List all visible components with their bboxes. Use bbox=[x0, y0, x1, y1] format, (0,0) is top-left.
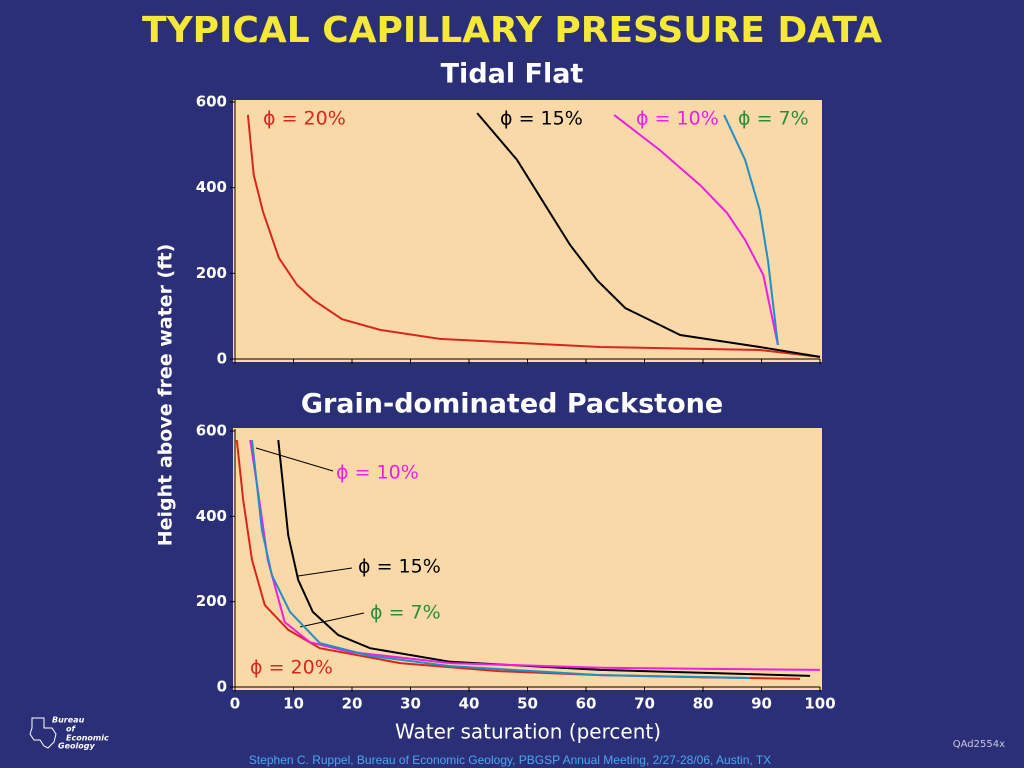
x-tick-label: 60 bbox=[576, 695, 597, 713]
series-label: ϕ = 7% bbox=[738, 108, 809, 130]
series-label: ϕ = 20% bbox=[250, 657, 333, 679]
x-tick-label: 30 bbox=[400, 695, 421, 713]
x-tick-label: 0 bbox=[230, 695, 240, 713]
slide-title: TYPICAL CAPILLARY PRESSURE DATA bbox=[142, 10, 882, 51]
y-axis-label: Height above free water (ft) bbox=[155, 244, 177, 547]
y-tick-label: 200 bbox=[196, 264, 227, 282]
logo-text: of bbox=[66, 725, 76, 734]
series-line bbox=[251, 439, 750, 679]
series-label: ϕ = 20% bbox=[263, 108, 346, 130]
x-axis-label: Water saturation (percent) bbox=[395, 720, 661, 744]
y-tick-label: 200 bbox=[196, 592, 227, 610]
x-tick-label: 90 bbox=[751, 695, 772, 713]
slide-code: QAd2554x bbox=[953, 739, 1005, 750]
y-tick-label: 600 bbox=[196, 93, 227, 111]
series-line bbox=[476, 112, 821, 358]
x-tick-label: 10 bbox=[283, 695, 304, 713]
logo-text: Geology bbox=[58, 742, 95, 751]
chart-title: Tidal Flat bbox=[441, 59, 584, 90]
leader-line bbox=[255, 447, 334, 472]
logo-text: Bureau bbox=[52, 716, 85, 725]
x-tick-label: 80 bbox=[693, 695, 714, 713]
x-tick-label: 20 bbox=[342, 695, 363, 713]
chart-title: Grain-dominated Packstone bbox=[301, 389, 723, 420]
x-tick-label: 70 bbox=[634, 695, 655, 713]
y-tick-label: 600 bbox=[196, 422, 227, 440]
leader-lines bbox=[255, 447, 365, 628]
series-line bbox=[613, 114, 779, 346]
series-label: ϕ = 10% bbox=[336, 462, 419, 484]
leader-line bbox=[299, 612, 365, 628]
y-tick-label: 400 bbox=[196, 178, 227, 196]
series-label: ϕ = 15% bbox=[500, 108, 583, 130]
plot-area bbox=[233, 100, 822, 362]
series-label: ϕ = 7% bbox=[370, 602, 441, 624]
logo-text: Economic bbox=[66, 734, 109, 743]
logo: Bureau of Economic Geology bbox=[29, 716, 109, 751]
footer: Stephen C. Ruppel, Bureau of Economic Ge… bbox=[249, 753, 771, 767]
x-tick-label: 50 bbox=[517, 695, 538, 713]
series-line bbox=[723, 114, 779, 346]
x-tick-label: 100 bbox=[804, 695, 835, 713]
leader-line bbox=[297, 567, 353, 577]
series-line bbox=[246, 114, 821, 358]
y-tick-label: 0 bbox=[217, 350, 227, 368]
series-label: ϕ = 15% bbox=[358, 556, 441, 578]
logo-shape bbox=[29, 717, 57, 749]
x-tick-label: 40 bbox=[459, 695, 480, 713]
y-tick-label: 0 bbox=[217, 678, 227, 696]
series-line bbox=[249, 439, 821, 671]
y-tick-label: 400 bbox=[196, 507, 227, 525]
series-label: ϕ = 10% bbox=[636, 108, 719, 130]
